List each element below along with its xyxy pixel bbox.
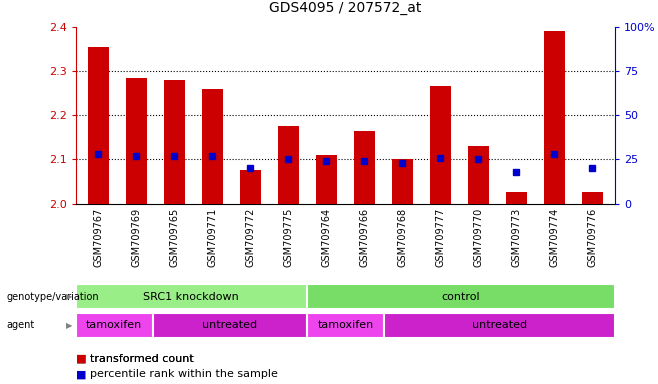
Text: tamoxifen: tamoxifen [317,320,374,331]
Text: GSM709772: GSM709772 [245,207,255,267]
Text: GSM709764: GSM709764 [322,207,332,266]
Text: GSM709773: GSM709773 [511,207,521,267]
Bar [307,313,384,338]
Text: GSM709770: GSM709770 [474,207,484,267]
Bar [582,192,603,204]
Text: untreated: untreated [202,320,257,331]
Text: ▶: ▶ [66,292,72,301]
Bar [430,86,451,204]
Text: transformed count: transformed count [90,354,194,364]
Text: control: control [442,291,480,302]
Text: GSM709771: GSM709771 [207,207,217,267]
Text: genotype/variation: genotype/variation [7,291,99,302]
Bar [126,78,147,204]
Text: GSM709767: GSM709767 [93,207,103,267]
Bar [468,146,489,204]
Bar [316,155,337,204]
Bar [240,170,261,204]
Text: GSM709775: GSM709775 [284,207,293,267]
Bar [76,313,153,338]
Text: GSM709777: GSM709777 [436,207,445,267]
Text: ■: ■ [76,369,86,379]
Text: untreated: untreated [472,320,527,331]
Text: GDS4095 / 207572_at: GDS4095 / 207572_at [269,2,422,15]
Bar [544,31,565,204]
Text: percentile rank within the sample: percentile rank within the sample [90,369,278,379]
Text: ■: ■ [76,354,86,364]
Bar [202,89,223,204]
Text: GSM709769: GSM709769 [132,207,141,266]
Bar [354,131,375,204]
Text: agent: agent [7,320,35,331]
Text: GSM709766: GSM709766 [359,207,369,266]
Bar [88,47,109,204]
Text: GSM709768: GSM709768 [397,207,407,266]
Bar [392,159,413,204]
Text: GSM709776: GSM709776 [588,207,597,267]
Bar [506,192,527,204]
Text: SRC1 knockdown: SRC1 knockdown [143,291,239,302]
Bar [164,80,185,204]
Text: ■ transformed count: ■ transformed count [76,354,193,364]
Bar [153,313,307,338]
Bar [278,126,299,204]
Text: GSM709774: GSM709774 [549,207,559,267]
Bar [307,284,615,309]
Text: GSM709765: GSM709765 [170,207,180,267]
Text: ▶: ▶ [66,321,72,330]
Text: tamoxifen: tamoxifen [86,320,142,331]
Bar [76,284,307,309]
Bar [384,313,615,338]
